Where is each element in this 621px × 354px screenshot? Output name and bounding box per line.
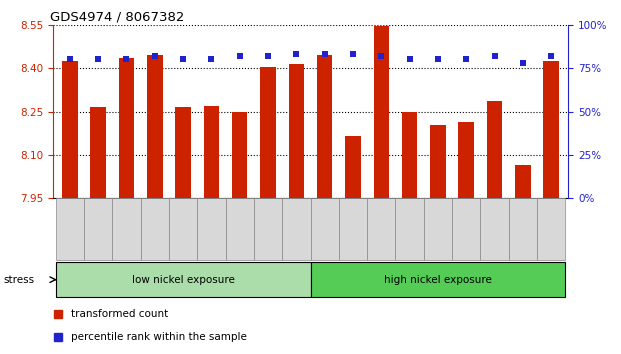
Bar bbox=[260, 67, 276, 198]
Bar bbox=[204, 106, 219, 198]
Bar bbox=[310, 198, 339, 260]
Bar bbox=[373, 26, 389, 198]
Bar bbox=[317, 55, 332, 198]
Bar bbox=[197, 198, 225, 260]
Bar bbox=[515, 165, 531, 198]
Bar bbox=[367, 198, 396, 260]
Bar bbox=[396, 198, 424, 260]
Bar bbox=[62, 61, 78, 198]
Bar bbox=[282, 198, 310, 260]
Text: transformed count: transformed count bbox=[71, 309, 168, 319]
Bar bbox=[225, 198, 254, 260]
Bar bbox=[424, 198, 452, 260]
Bar bbox=[487, 101, 502, 198]
Text: low nickel exposure: low nickel exposure bbox=[132, 275, 235, 285]
Bar bbox=[90, 107, 106, 198]
Bar bbox=[310, 262, 565, 297]
Bar bbox=[119, 58, 134, 198]
Bar bbox=[458, 122, 474, 198]
Bar bbox=[339, 198, 367, 260]
Bar bbox=[289, 64, 304, 198]
Bar bbox=[402, 112, 417, 198]
Bar bbox=[56, 198, 84, 260]
Bar bbox=[509, 198, 537, 260]
Bar bbox=[452, 198, 481, 260]
Bar bbox=[169, 198, 197, 260]
Bar bbox=[112, 198, 140, 260]
Bar bbox=[345, 136, 361, 198]
Text: percentile rank within the sample: percentile rank within the sample bbox=[71, 332, 247, 342]
Bar bbox=[175, 107, 191, 198]
Bar bbox=[232, 112, 248, 198]
Text: GDS4974 / 8067382: GDS4974 / 8067382 bbox=[50, 11, 184, 24]
Bar bbox=[537, 198, 565, 260]
Bar bbox=[84, 198, 112, 260]
Bar bbox=[254, 198, 282, 260]
Text: high nickel exposure: high nickel exposure bbox=[384, 275, 492, 285]
Bar bbox=[140, 198, 169, 260]
Bar bbox=[430, 125, 446, 198]
Bar bbox=[481, 198, 509, 260]
Bar bbox=[147, 55, 163, 198]
Bar bbox=[56, 262, 310, 297]
Bar bbox=[543, 61, 559, 198]
Text: stress: stress bbox=[3, 275, 34, 285]
